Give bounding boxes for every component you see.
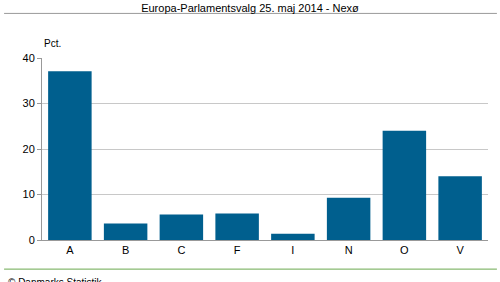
- svg-text:© Danmarks Statistik: © Danmarks Statistik: [8, 277, 103, 282]
- svg-text:0: 0: [29, 234, 35, 246]
- svg-text:N: N: [345, 244, 353, 256]
- svg-text:40: 40: [23, 52, 35, 64]
- svg-text:Pct.: Pct.: [44, 38, 61, 49]
- svg-text:V: V: [456, 244, 464, 256]
- svg-text:20: 20: [23, 143, 35, 155]
- svg-text:C: C: [177, 244, 185, 256]
- svg-text:10: 10: [23, 188, 35, 200]
- svg-text:F: F: [234, 244, 241, 256]
- svg-text:A: A: [66, 244, 74, 256]
- svg-text:I: I: [291, 244, 294, 256]
- svg-text:Europa-Parlamentsvalg 25. maj: Europa-Parlamentsvalg 25. maj 2014 - Nex…: [141, 2, 359, 14]
- svg-text:O: O: [400, 244, 409, 256]
- svg-text:30: 30: [23, 97, 35, 109]
- svg-text:B: B: [122, 244, 129, 256]
